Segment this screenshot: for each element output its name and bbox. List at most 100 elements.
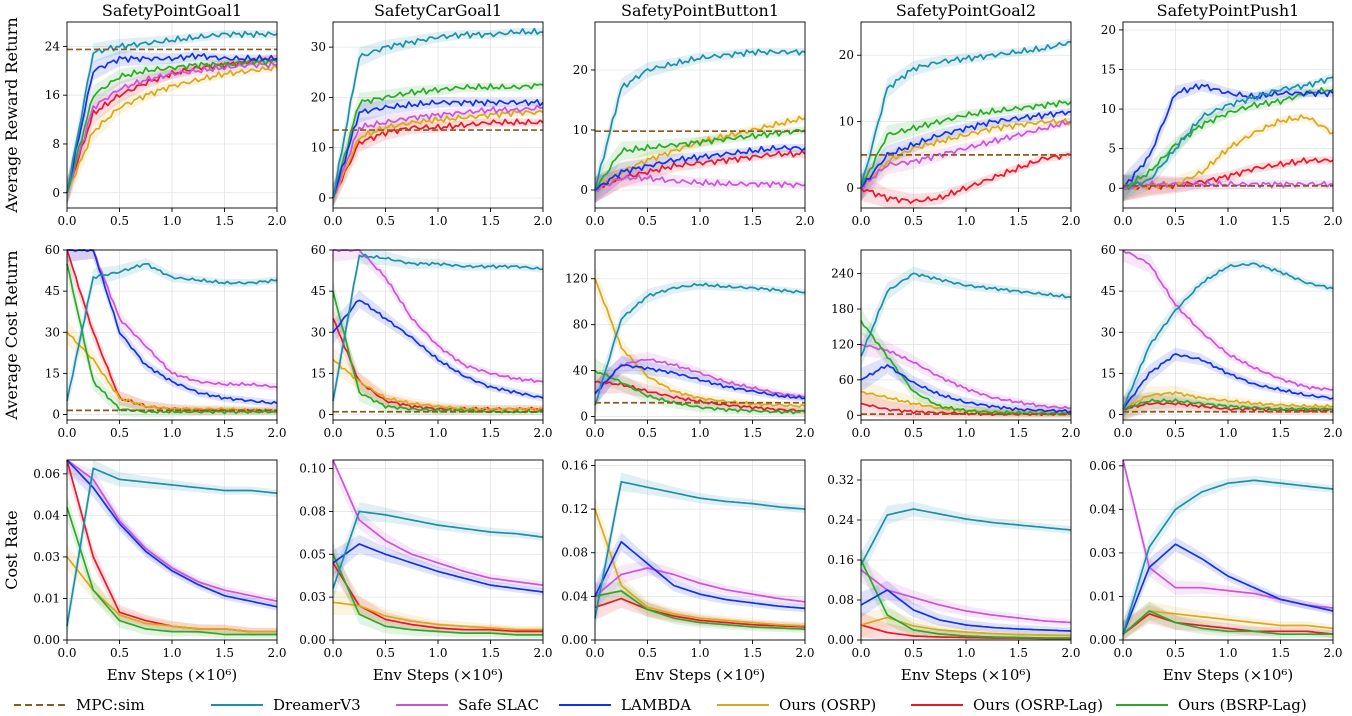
x-tick-label: 0.0 (323, 426, 342, 440)
line-lambda (332, 99, 544, 199)
line-dreamerv3 (332, 510, 544, 589)
line-ours-bsrp-lag (594, 590, 806, 630)
line-dreamerv3 (1122, 262, 1334, 410)
line-dreamerv3 (594, 282, 806, 406)
line-dreamerv3 (594, 48, 806, 191)
y-tick-label: 15 (1101, 62, 1116, 76)
y-tick-label: 120 (565, 272, 588, 286)
line-lambda (66, 52, 278, 193)
x-tick-label: 1.5 (481, 646, 500, 660)
line-ours-osrp (1122, 114, 1334, 191)
y-tick-label: 10 (839, 115, 854, 129)
panel-safetypointgoal1-cost-rate: 0.0 0.5 1.0 1.5 2.0 0.00 0.01 0.03 0.04 0.06 Env S… (33, 459, 287, 684)
y-tick-label: 60 (45, 243, 60, 257)
x-tick-label: 2.0 (1323, 214, 1342, 228)
line-ours-bsrp-lag (594, 369, 806, 415)
line-safe-slac (860, 569, 1072, 624)
x-tick-label: 2.0 (1061, 214, 1080, 228)
y-tick-label: 8 (52, 137, 60, 151)
y-tick-label: 5 (1108, 142, 1116, 156)
x-tick-label: 1.0 (162, 646, 181, 660)
line-ours-osrp-lag (1122, 157, 1334, 190)
y-tick-label: 30 (311, 40, 326, 54)
y-tick-label: 0.08 (299, 504, 326, 518)
x-tick-label: 0.0 (585, 214, 604, 228)
line-ours-osrp-lag (1122, 613, 1334, 636)
line-dreamerv3 (66, 30, 278, 193)
line-ours-osrp-lag (332, 562, 543, 633)
x-tick-label: 0.5 (1166, 646, 1185, 660)
legend-item-safe-slac: Safe SLAC (396, 696, 539, 714)
line-dreamerv3 (66, 467, 278, 627)
y-tick-label: 0.00 (299, 633, 326, 647)
line-ours-osrp (332, 359, 544, 412)
line-lambda (1122, 83, 1334, 189)
x-tick-label: 1.0 (956, 426, 975, 440)
x-tick-label: 2.0 (267, 214, 286, 228)
line-safe-slac (67, 249, 278, 389)
y-tick-label: 0 (1108, 408, 1116, 422)
y-tick-label: 0.03 (33, 550, 60, 564)
legend-item-ours-bsrp-lag: Ours (BSRP-Lag) (1116, 696, 1307, 714)
legend-label: Safe SLAC (458, 696, 539, 714)
line-ours-osrp-lag (66, 57, 278, 194)
x-tick-label: 0.0 (57, 426, 76, 440)
y-tick-label: 0 (52, 408, 60, 422)
x-tick-label: 0.0 (1113, 214, 1132, 228)
x-tick-label: 2.0 (795, 646, 814, 660)
legend-item-mpc-sim: MPC:sim (14, 696, 145, 714)
x-tick-label: 1.5 (481, 426, 500, 440)
y-tick-label: 10 (311, 141, 326, 155)
legend-label: LAMBDA (621, 696, 691, 714)
panel-title: SafetyPointPush1 (1157, 1, 1300, 20)
y-tick-label: 24 (45, 39, 61, 53)
line-ours-osrp-lag (332, 118, 544, 199)
line-lambda (1122, 353, 1334, 410)
line-safe-slac (332, 104, 544, 199)
y-tick-label: 0.16 (827, 553, 854, 567)
band-ours-osrp (861, 379, 1071, 417)
x-tick-label: 1.5 (1271, 426, 1290, 440)
x-tick-label: 0.5 (110, 214, 129, 228)
legend-item-ours-osrp-lag: Ours (OSRP-Lag) (911, 696, 1103, 714)
y-tick-label: 40 (573, 364, 588, 378)
x-tick-label: 1.0 (690, 214, 709, 228)
y-tick-label: 45 (311, 284, 326, 298)
y-tick-label: 0.03 (299, 590, 326, 604)
line-lambda (594, 364, 806, 400)
panel-title: SafetyPointGoal1 (102, 1, 242, 20)
x-tick-label: 1.0 (1218, 214, 1237, 228)
line-safe-slac (66, 61, 278, 194)
band-safe-slac (1123, 250, 1333, 394)
line-lambda (1122, 543, 1334, 635)
line-ours-osrp (860, 117, 1072, 189)
y-tick-label: 20 (839, 48, 854, 62)
x-tick-label: 2.0 (1323, 646, 1342, 660)
x-tick-label: 1.5 (743, 646, 762, 660)
x-tick-label: 0.5 (1166, 426, 1185, 440)
panel-safetycargoal1-cost-rate: 0.0 0.5 1.0 1.5 2.0 0.00 0.03 0.05 0.08 0.10 Env S… (299, 459, 553, 684)
x-tick-label: 1.5 (1009, 214, 1028, 228)
y-tick-label: 0 (1108, 181, 1116, 195)
line-ours-bsrp-lag (1122, 87, 1334, 189)
band-ours-osrp (333, 589, 543, 634)
x-tick-label: 1.5 (1271, 214, 1290, 228)
x-tick-label: 0.5 (904, 214, 923, 228)
band-safe-slac (861, 332, 1071, 412)
x-tick-label: 1.5 (743, 426, 762, 440)
x-tick-label: 0.0 (585, 426, 604, 440)
line-ours-bsrp-lag (66, 506, 277, 636)
band-ours-osrp (1123, 601, 1333, 640)
legend-label: Ours (OSRP-Lag) (973, 696, 1103, 714)
line-dreamerv3 (860, 508, 1072, 566)
y-tick-label: 15 (1101, 366, 1116, 380)
line-safe-slac (1122, 249, 1334, 391)
band-safe-slac (861, 117, 1071, 202)
x-tick-label: 2.0 (1323, 426, 1342, 440)
line-safe-slac (332, 459, 544, 586)
legend-label: Ours (OSRP) (779, 696, 876, 714)
legend-label: Ours (BSRP-Lag) (1178, 696, 1307, 714)
y-tick-label: 0.00 (1089, 633, 1116, 647)
band-safe-slac (595, 168, 805, 203)
y-tick-label: 15 (311, 366, 326, 380)
